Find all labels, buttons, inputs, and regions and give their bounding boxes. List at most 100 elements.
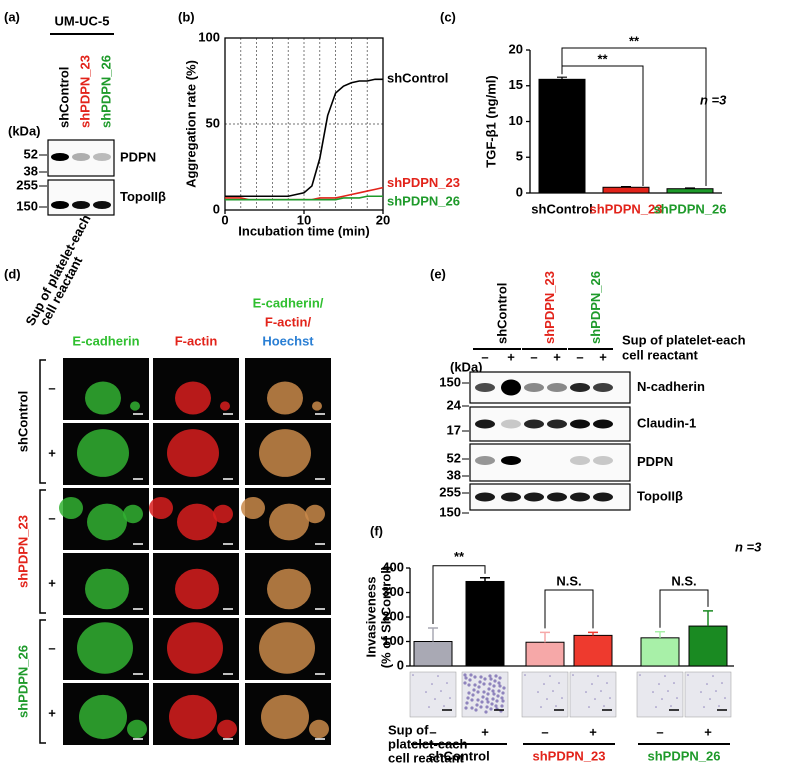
lane-label: shControl xyxy=(56,67,71,128)
group-label: shControl xyxy=(15,391,30,452)
stained-cell xyxy=(464,676,468,680)
cell-cluster xyxy=(87,503,127,541)
stained-cell xyxy=(479,675,483,679)
group-label: shPDPN_26 xyxy=(648,748,721,763)
series-label: shControl xyxy=(387,71,448,86)
cell-cluster xyxy=(175,568,219,610)
stained-cell xyxy=(498,676,502,680)
x-axis-title: Incubation time (min) xyxy=(238,223,369,238)
sign: + xyxy=(48,575,56,590)
stained-cell xyxy=(428,706,430,708)
condition-label: Sup of xyxy=(388,722,429,737)
stained-cell xyxy=(606,682,608,684)
stained-cell xyxy=(493,679,497,683)
bracket xyxy=(544,589,594,629)
cell-cluster xyxy=(79,694,127,740)
band xyxy=(501,379,521,396)
band xyxy=(570,456,590,465)
marker: 150 xyxy=(439,374,461,389)
cell-cluster xyxy=(169,694,217,740)
y-tick-label: 5 xyxy=(516,149,523,164)
stained-cell xyxy=(467,691,471,695)
sign: – xyxy=(48,380,55,395)
unit: (kDa) xyxy=(450,359,483,374)
error-bar xyxy=(540,631,550,643)
cell-cluster xyxy=(261,694,309,740)
stained-cell xyxy=(475,703,479,707)
stained-cell xyxy=(588,706,590,708)
x-tick-label: 0 xyxy=(221,212,228,227)
band xyxy=(547,419,567,429)
cell-cluster xyxy=(77,622,133,674)
condition-label: cell reactant xyxy=(622,347,699,362)
x-tick-label: shPDPN_23 xyxy=(590,201,663,216)
stained-cell xyxy=(543,683,545,685)
panel-label: (c) xyxy=(440,9,456,24)
y-tick-label: 15 xyxy=(509,77,523,92)
series-label: shPDPN_26 xyxy=(387,194,460,209)
stained-cell xyxy=(467,683,471,687)
cell-cluster xyxy=(259,429,311,477)
stained-cell xyxy=(425,691,427,693)
bracket xyxy=(561,47,707,186)
blot-name: TopoIIβ xyxy=(637,488,683,503)
stained-cell xyxy=(483,677,487,681)
band xyxy=(501,492,521,502)
band xyxy=(475,383,495,392)
band xyxy=(501,419,521,429)
cell-cluster xyxy=(127,719,147,739)
bar xyxy=(538,78,586,194)
lane-label: shControl xyxy=(494,283,509,344)
cell-cluster xyxy=(85,381,121,415)
band xyxy=(501,456,521,465)
stained-cell xyxy=(486,700,490,704)
band xyxy=(524,383,544,392)
stained-cell xyxy=(703,706,705,708)
bracket xyxy=(659,589,709,628)
blot-name: PDPN xyxy=(637,454,673,469)
column-header: E-cadherin xyxy=(72,333,139,348)
stained-cell xyxy=(497,681,501,685)
sign: – xyxy=(429,724,436,739)
error-bar xyxy=(621,185,631,188)
stained-cell xyxy=(495,699,499,703)
stained-cell xyxy=(600,690,602,692)
band xyxy=(593,383,613,392)
sign: + xyxy=(48,445,56,460)
stained-cell xyxy=(412,674,414,676)
stained-cell xyxy=(449,697,451,699)
bracket xyxy=(561,65,644,186)
y-axis-title: (% of ShControl) xyxy=(378,566,393,669)
condition-label: Sup of platelet-each xyxy=(622,332,746,347)
y-axis-title: TGF-β1 (ng/ml) xyxy=(483,75,498,167)
cell-cluster xyxy=(259,622,315,674)
cell-cluster xyxy=(177,503,217,541)
stained-cell xyxy=(597,675,599,677)
bar xyxy=(573,634,613,667)
stained-cell xyxy=(718,705,720,707)
y-tick-label: 400 xyxy=(382,559,404,574)
stained-cell xyxy=(676,697,678,699)
sign: – xyxy=(541,724,548,739)
stained-cell xyxy=(437,675,439,677)
stained-cell xyxy=(479,705,483,709)
lane-label: shPDPN_26 xyxy=(588,271,603,344)
error-bar xyxy=(685,187,695,189)
stained-cell xyxy=(464,706,468,710)
error-bar xyxy=(428,627,438,642)
bar xyxy=(413,641,453,667)
cell-cluster xyxy=(167,429,219,477)
stained-cell xyxy=(558,682,560,684)
marker: 52 xyxy=(24,146,38,161)
marker: 150 xyxy=(439,504,461,519)
stained-cell xyxy=(492,692,496,696)
blot-name: PDPN xyxy=(120,149,156,164)
cell-cluster xyxy=(130,401,140,411)
panel-label: (b) xyxy=(178,9,195,24)
stained-cell xyxy=(485,705,489,709)
y-tick-label: 100 xyxy=(198,29,220,44)
x-tick-label: shPDPN_26 xyxy=(654,201,727,216)
marker: 24 xyxy=(447,397,462,412)
stained-cell xyxy=(721,682,723,684)
stained-cell xyxy=(481,695,485,699)
